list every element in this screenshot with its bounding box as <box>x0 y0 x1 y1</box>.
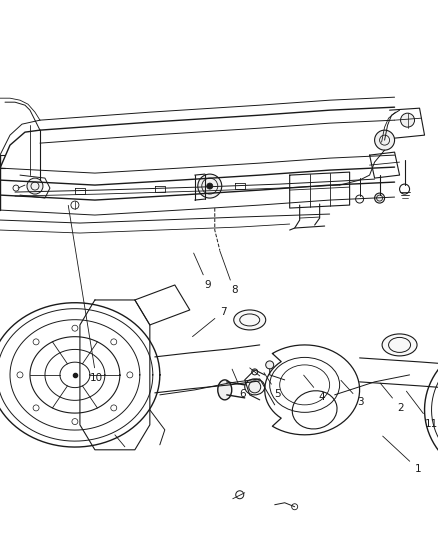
Text: 4: 4 <box>304 375 325 402</box>
Circle shape <box>249 381 261 393</box>
Circle shape <box>374 193 385 203</box>
Ellipse shape <box>218 380 232 400</box>
Circle shape <box>266 361 274 369</box>
Text: 11: 11 <box>406 391 438 429</box>
Text: 6: 6 <box>232 369 246 399</box>
Circle shape <box>27 178 43 194</box>
Text: 2: 2 <box>380 383 404 413</box>
Text: 3: 3 <box>341 381 364 407</box>
Circle shape <box>374 130 395 150</box>
Text: 9: 9 <box>194 253 211 290</box>
Circle shape <box>207 183 213 189</box>
Text: 7: 7 <box>192 307 226 337</box>
Text: 8: 8 <box>220 251 237 295</box>
Text: 1: 1 <box>383 436 421 474</box>
Ellipse shape <box>382 334 417 356</box>
Circle shape <box>198 174 222 198</box>
Text: 10: 10 <box>68 205 103 383</box>
Circle shape <box>401 113 414 127</box>
Ellipse shape <box>234 310 266 330</box>
Text: 5: 5 <box>264 373 281 399</box>
